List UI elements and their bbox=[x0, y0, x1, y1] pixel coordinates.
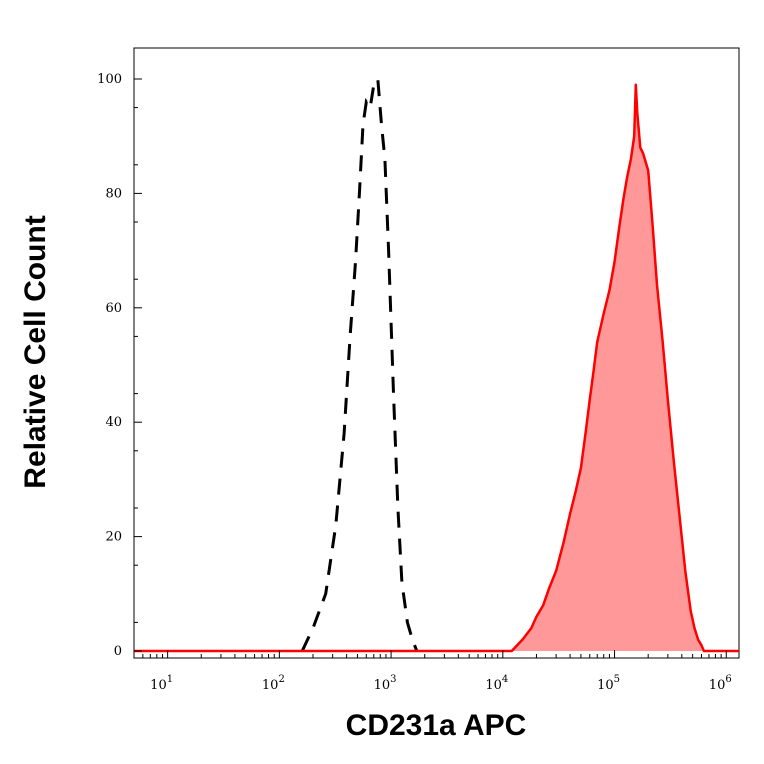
x-tick-exponent: 3 bbox=[390, 674, 396, 685]
y-tick-label: 80 bbox=[105, 186, 122, 201]
series-fill-1 bbox=[134, 84, 739, 651]
x-tick-exponent: 5 bbox=[614, 674, 620, 685]
series-layer bbox=[134, 74, 739, 653]
x-tick-exponent: 6 bbox=[725, 674, 731, 685]
x-tick-exponent: 2 bbox=[278, 674, 284, 685]
series-line-1 bbox=[134, 83, 739, 653]
y-tick-label: 20 bbox=[105, 530, 122, 545]
x-tick-label: 102 bbox=[262, 674, 285, 693]
plot-frame bbox=[133, 47, 740, 659]
x-tick-label: 101 bbox=[150, 674, 173, 693]
series-line-0 bbox=[300, 74, 419, 652]
x-tick-exponent: 4 bbox=[502, 674, 508, 685]
x-tick-label: 106 bbox=[709, 674, 732, 693]
x-tick-label: 103 bbox=[374, 674, 397, 693]
y-tick-label: 0 bbox=[114, 644, 122, 659]
y-tick-label: 100 bbox=[97, 72, 122, 87]
x-tick-exponent: 1 bbox=[167, 674, 173, 685]
y-tick-label: 40 bbox=[105, 415, 122, 430]
x-tick-label: 104 bbox=[485, 674, 508, 693]
x-axis-title: CD231a APC bbox=[346, 709, 527, 742]
plot-border bbox=[133, 47, 740, 659]
y-axis-title: Relative Cell Count bbox=[19, 215, 52, 488]
x-tick-label: 105 bbox=[597, 674, 620, 693]
y-tick-label: 60 bbox=[105, 301, 122, 316]
